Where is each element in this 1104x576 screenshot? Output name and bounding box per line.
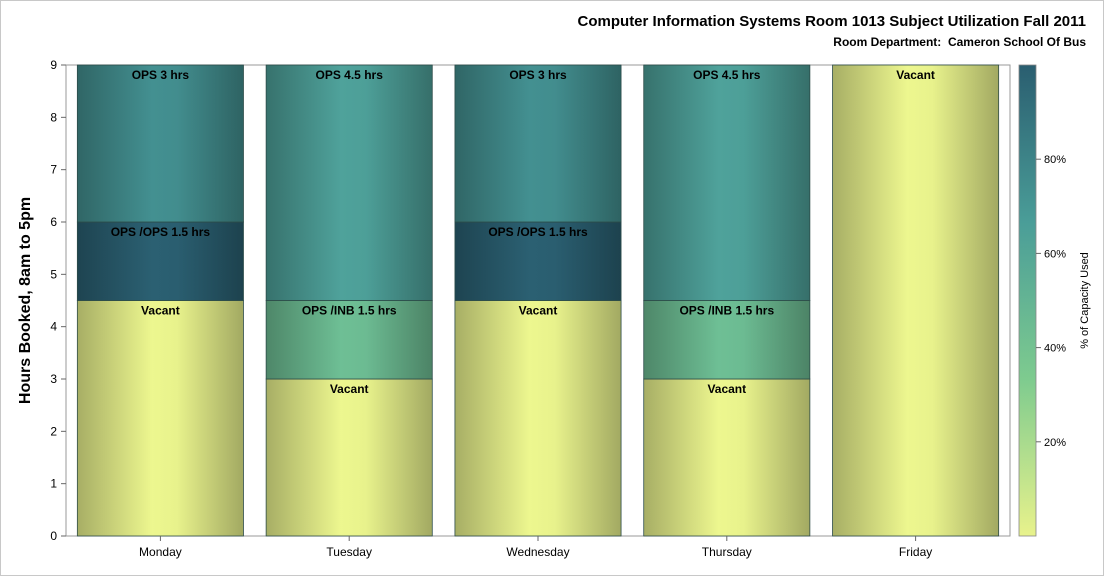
bar-segment (76, 221, 244, 301)
bar-segment (76, 64, 244, 223)
y-tick-label: 2 (50, 424, 57, 438)
colorbar-tick-label: 80% (1044, 154, 1066, 166)
bar-segment-label: OPS /OPS 1.5 hrs (111, 225, 211, 239)
y-tick-label: 8 (50, 110, 57, 124)
colorbar (1018, 64, 1037, 537)
chart-subtitle: Room Department: Cameron School Of Bus (833, 35, 1086, 49)
bar-segment-label: OPS 4.5 hrs (316, 68, 384, 82)
bar-segment (454, 300, 622, 537)
chart-title: Computer Information Systems Room 1013 S… (577, 13, 1086, 30)
colorbar-tick-label: 40% (1044, 343, 1066, 355)
bar-segment (643, 378, 811, 537)
y-tick-label: 9 (50, 58, 57, 72)
x-tick-label: Friday (899, 545, 932, 559)
y-axis-label: Hours Booked, 8am to 5pm (17, 197, 34, 404)
bar-segment-label: OPS 4.5 hrs (693, 68, 761, 82)
bar-segment-label: OPS 3 hrs (132, 68, 190, 82)
colorbar-tick-label: 20% (1044, 437, 1066, 449)
y-tick-label: 3 (50, 372, 57, 386)
bar-segment-label: Vacant (896, 68, 935, 82)
y-tick-label: 0 (50, 529, 57, 543)
y-tick-label: 6 (50, 215, 57, 229)
bar-segment-label: OPS 3 hrs (509, 68, 567, 82)
bar-segment (643, 64, 811, 301)
bar-segment (643, 300, 811, 380)
bar-segment-label: OPS /INB 1.5 hrs (302, 304, 397, 318)
y-tick-label: 7 (50, 163, 57, 177)
bar-segment (265, 300, 433, 380)
bar-segment-label: Vacant (330, 382, 369, 396)
bar-segment (76, 300, 244, 537)
y-tick-label: 4 (50, 320, 57, 334)
bar-segment (265, 64, 433, 301)
bar-segment (454, 64, 622, 223)
x-tick-label: Thursday (702, 545, 752, 559)
bar-segment-label: Vacant (141, 304, 180, 318)
y-tick-label: 5 (50, 267, 57, 281)
colorbar-tick-label: 60% (1044, 248, 1066, 260)
bar-segment-label: Vacant (519, 304, 558, 318)
bar-segment (265, 378, 433, 537)
x-tick-label: Monday (139, 545, 182, 559)
bar-segment-label: OPS /OPS 1.5 hrs (488, 225, 588, 239)
bar-segment (832, 64, 1000, 537)
bar-segment-label: Vacant (707, 382, 746, 396)
y-tick-label: 1 (50, 477, 57, 491)
x-tick-label: Tuesday (326, 545, 372, 559)
x-tick-label: Wednesday (506, 545, 569, 559)
bar-segment-label: OPS /INB 1.5 hrs (679, 304, 774, 318)
colorbar-label: % of Capacity Used (1079, 252, 1091, 349)
